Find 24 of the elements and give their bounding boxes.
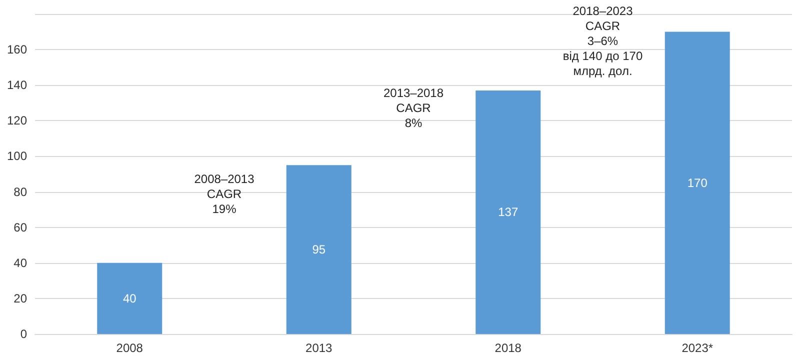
x-tick-label: 2013 [306,341,333,355]
y-tick-label: 40 [14,256,28,270]
data-label: 137 [498,205,518,220]
y-tick-label: 120 [6,114,28,128]
annotation: 2013–2018 CAGR 8% [383,86,444,130]
y-tick-label: 0 [20,327,28,341]
bar [97,262,162,334]
y-tick-label: 20 [14,291,28,306]
data-label: 170 [687,176,708,190]
bar [664,32,730,334]
y-tick-label: 60 [14,220,28,234]
data-label: 95 [312,242,326,257]
annotation: 2008–2013 CAGR 19% [194,172,255,216]
y-tick-label: 100 [6,149,28,164]
x-tick-label: 2008 [116,341,144,355]
bar [476,90,541,334]
y-tick-label: 160 [6,42,28,57]
bar [286,165,352,334]
data-label: 40 [122,291,137,306]
y-tick-label: 140 [6,78,28,92]
y-tick-label: 80 [14,184,28,199]
x-tick-label: 2018 [494,341,522,355]
x-tick-label: 2023* [682,341,714,355]
annotation: 2018–2023 CAGR 3–6% від 140 до 170 млрд. дол. [562,4,643,78]
